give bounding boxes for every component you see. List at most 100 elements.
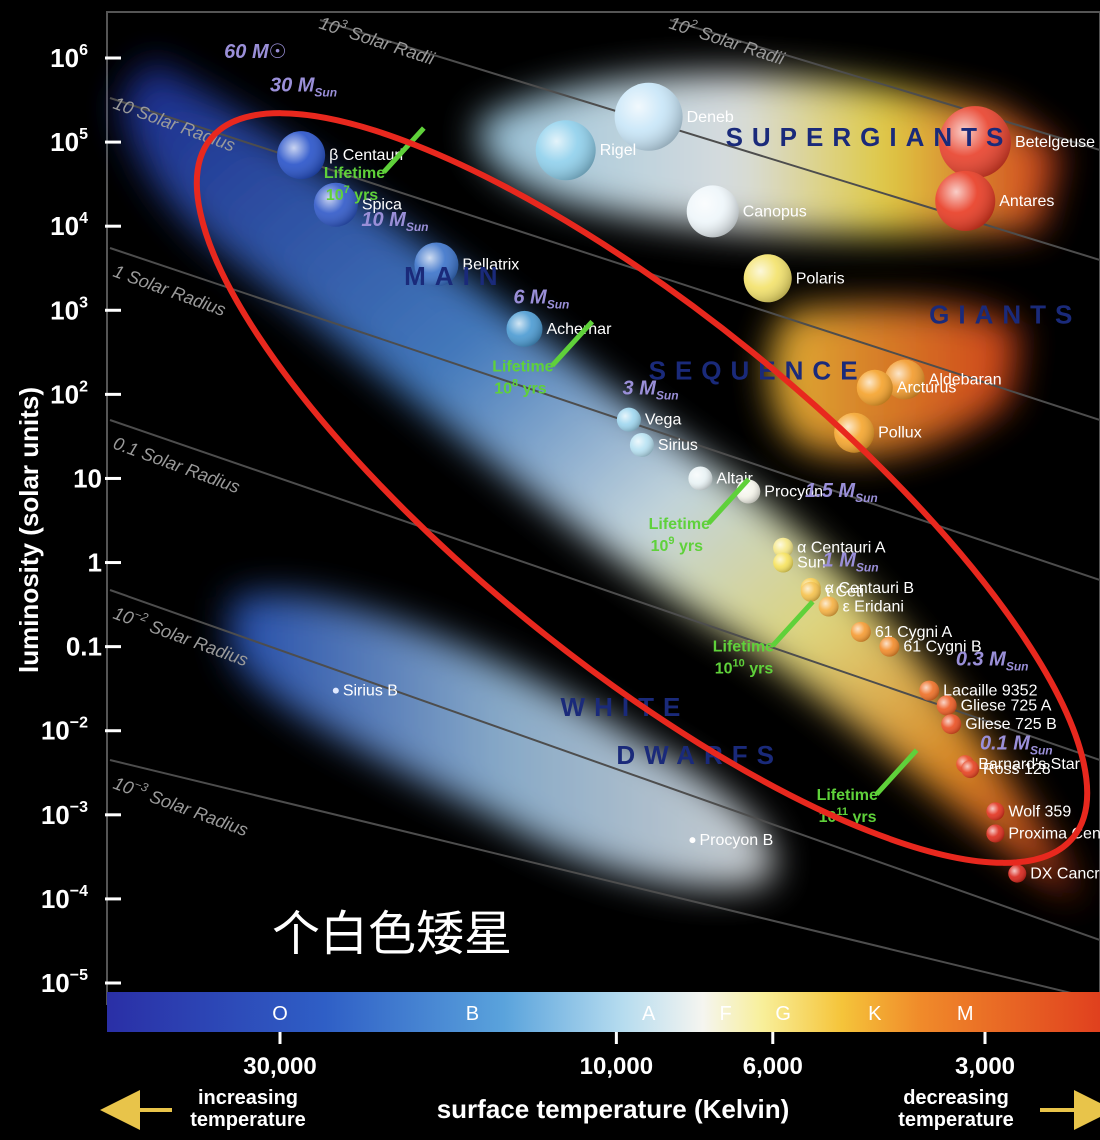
- mass-label: 60 M☉: [224, 41, 286, 63]
- mass-label: 10 MSun: [361, 209, 428, 234]
- star-label: Proxima Centauri: [1008, 825, 1100, 842]
- star--eridani: ε Eridani: [818, 596, 904, 617]
- star-arcturus: Arcturus: [856, 369, 956, 406]
- radius-line: [669, 19, 1100, 151]
- lifetime-label: Lifetime 1010 yrs: [713, 599, 815, 678]
- star-label: 61 Cygni A: [875, 624, 953, 641]
- star-label: Gliese 725 B: [965, 716, 1057, 733]
- lifetime-label: Lifetime 108 yrs: [492, 319, 595, 398]
- star-betelgeuse: Betelgeuse: [938, 106, 1095, 179]
- annotation-text: 个白色矮星: [272, 908, 512, 961]
- y-tick-label: 10−2: [41, 715, 88, 746]
- star-spica: Spica: [313, 182, 402, 227]
- svg-text:Lifetime: Lifetime: [713, 639, 774, 656]
- star-label: Rigel: [600, 142, 636, 159]
- region-label: DWARFS: [616, 740, 783, 770]
- star-polaris: Polaris: [743, 254, 845, 303]
- star-sirius-b: Sirius B: [332, 683, 398, 700]
- star-procyon-b: Procyon B: [689, 832, 773, 849]
- svg-text:Lifetime: Lifetime: [649, 516, 710, 533]
- svg-text:Lifetime: Lifetime: [817, 787, 878, 804]
- stars: Deneb Rigel Betelgeuse Antares Canopus Polari…: [277, 82, 1100, 883]
- star-label: β Centauri: [329, 147, 403, 164]
- x-tick-label: 6,000: [743, 1053, 803, 1080]
- y-tick-label: 105: [50, 126, 88, 157]
- star-sirius: Sirius: [629, 432, 698, 457]
- star-altair: Altair: [688, 466, 754, 491]
- region-label: SEQUENCE: [649, 356, 867, 386]
- star-label: Polaris: [796, 270, 845, 287]
- x-tick-label: 10,000: [580, 1053, 653, 1080]
- y-tick-label: 102: [50, 378, 88, 409]
- star--ceti: τ Ceti: [800, 581, 864, 602]
- x-axis-label: surface temperature (Kelvin): [437, 1094, 790, 1124]
- white-dwarfs-glow: [230, 593, 774, 888]
- main-sequence-highlight-ellipse: [193, 110, 1091, 866]
- star-label: 61 Cygni B: [903, 639, 981, 656]
- spectral-class-label: A: [642, 1003, 656, 1025]
- star-label: ε Eridani: [843, 599, 904, 616]
- star-canopus: Canopus: [686, 185, 807, 238]
- star-deneb: Deneb: [614, 82, 734, 151]
- spectral-class-bar: [107, 992, 1100, 1032]
- spectral-class-label: B: [466, 1003, 479, 1025]
- lifetime-label: Lifetime 109 yrs: [649, 477, 751, 555]
- spectral-class-label: G: [775, 1003, 791, 1025]
- mass-label: 1 MSun: [823, 549, 879, 574]
- star--centauri-a: α Centauri A: [773, 537, 886, 558]
- svg-text:1010 yrs: 1010 yrs: [715, 658, 774, 678]
- star-label: Lacaille 9352: [943, 683, 1037, 700]
- star-rigel: Rigel: [535, 120, 636, 181]
- star-proxima-centauri: Proxima Centauri: [986, 824, 1100, 843]
- region-label: GIANTS: [929, 299, 1081, 329]
- y-tick-label: 106: [50, 42, 88, 73]
- radius-line: [109, 419, 1100, 761]
- spectral-class-label: O: [272, 1003, 288, 1025]
- mass-label: 3 MSun: [623, 377, 679, 402]
- star-label: Spica: [362, 197, 402, 214]
- star-label: Gliese 725 A: [961, 697, 1052, 714]
- y-tick-label: 10−5: [41, 967, 88, 998]
- star-label: DX Cancri: [1030, 866, 1100, 883]
- star-label: Betelgeuse: [1015, 134, 1095, 151]
- star-dx-cancri: DX Cancri: [1008, 864, 1100, 883]
- decreasing-temperature-note: decreasing temperature: [898, 1087, 1014, 1131]
- main-sequence-glow: [120, 60, 1080, 900]
- mass-label: 0.1 MSun: [980, 732, 1053, 757]
- star-61-cygni-b: 61 Cygni B: [879, 636, 982, 657]
- y-tick-label: 0.1: [66, 632, 102, 662]
- star-label: Procyon B: [699, 832, 773, 849]
- star-label: α Centauri A: [797, 540, 886, 557]
- star-label: Deneb: [687, 109, 734, 126]
- star-pollux: Pollux: [834, 412, 922, 453]
- mass-labels: 60 M☉ 30 MSun 10 MSun 6 MSun 3 MSun 1.5 MSun 1…: [224, 41, 1052, 757]
- star-label: Pollux: [878, 425, 922, 442]
- star-procyon: Procyon: [736, 479, 823, 504]
- star-aldebaran: Aldebaran: [884, 359, 1002, 400]
- star-label: Bellatrix: [462, 257, 519, 274]
- star--centauri: β Centauri: [277, 131, 403, 180]
- spectral-class-label: M: [957, 1003, 974, 1025]
- mass-label: 6 MSun: [513, 287, 569, 312]
- region-label: MAIN: [404, 261, 506, 291]
- increasing-temperature-note: increasing temperature: [190, 1087, 306, 1131]
- star-label: Sirius B: [343, 683, 398, 700]
- spectral-class-label: K: [868, 1003, 882, 1025]
- y-tick-label: 1: [88, 548, 102, 578]
- star-label: Achernar: [546, 321, 612, 338]
- star-label: Procyon: [764, 483, 823, 500]
- mass-label: 0.3 MSun: [956, 648, 1029, 673]
- star-wolf-359: Wolf 359: [986, 802, 1071, 821]
- star-label: Sun: [797, 555, 825, 572]
- svg-text:Lifetime: Lifetime: [324, 165, 385, 182]
- y-tick-label: 10−3: [41, 799, 88, 830]
- y-tick-label: 103: [50, 294, 88, 325]
- star-label: Barnard's Star: [978, 756, 1080, 773]
- star-label: Sirius: [658, 437, 698, 454]
- radius-line: [109, 589, 1100, 941]
- star-sun: Sun: [773, 552, 826, 573]
- star-61-cygni-a: 61 Cygni A: [850, 621, 953, 642]
- star-label: Aldebaran: [929, 372, 1002, 389]
- y-tick-label: 10: [73, 463, 102, 493]
